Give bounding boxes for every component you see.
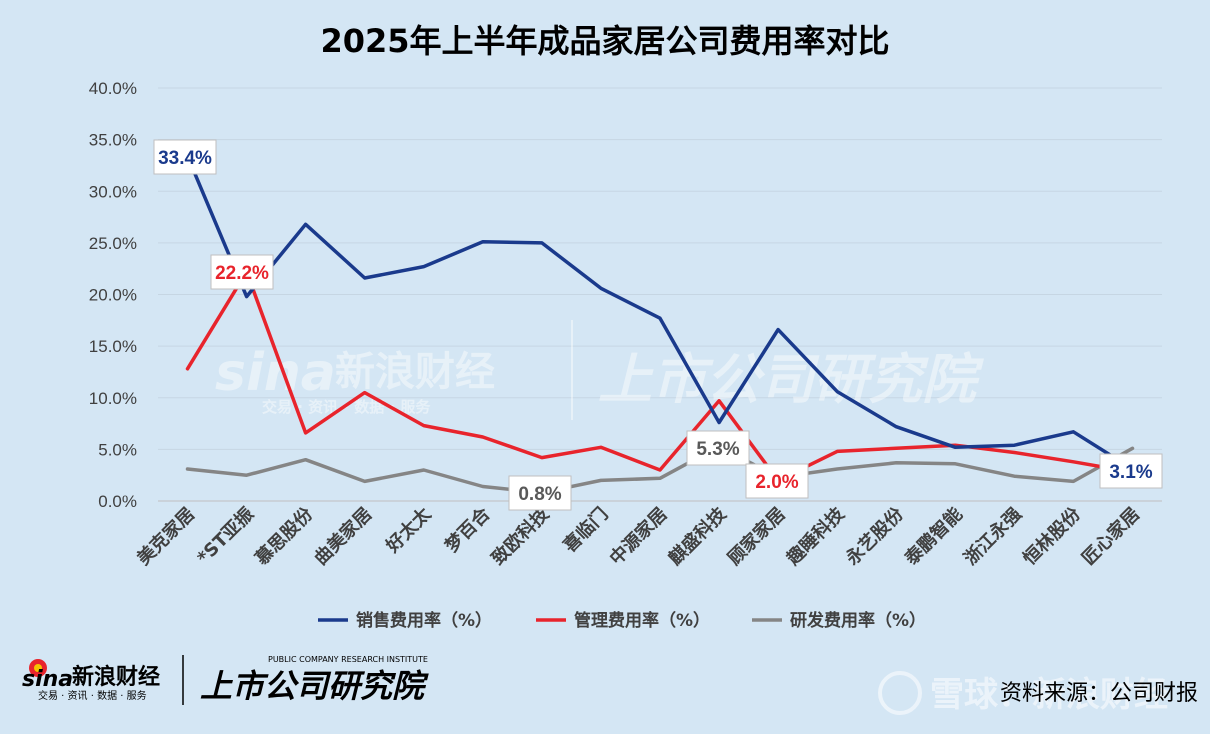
x-tick-label: 中源家居: [605, 503, 671, 569]
institute-name-text: 上市公司研究院: [598, 348, 984, 411]
center-watermark: sina 新浪财经 交易 · 资讯 · 数据 · 服务 上市公司研究院: [215, 320, 984, 420]
y-tick-label: 30.0%: [89, 182, 137, 201]
y-tick-label: 15.0%: [89, 337, 137, 356]
x-tick-label: 永艺股份: [841, 502, 909, 570]
data-label: 2.0%: [745, 463, 809, 499]
xueqiu-icon: [878, 671, 922, 715]
data-label-box: [1099, 453, 1163, 489]
x-tick-label: 顾家家居: [723, 503, 789, 569]
footer-institute-name: 上市公司研究院: [200, 667, 429, 705]
data-label: 33.4%: [153, 139, 217, 175]
x-tick-label: 泰鹏智能: [900, 503, 967, 570]
footer-sina-logo: sina: [22, 667, 73, 692]
x-tick-label: *ST亚振: [193, 503, 259, 569]
sina-services-text: 交易 · 资讯 · 数据 · 服务: [262, 398, 431, 416]
series-line-2: [185, 444, 1135, 495]
chart-title: 2025年上半年成品家居公司费用率对比: [320, 22, 889, 60]
series-line-0: [185, 154, 1135, 471]
y-axis-ticks: 0.0% 5.0% 10.0% 15.0% 20.0% 25.0% 30.0% 35.0% 40…: [89, 79, 137, 511]
data-label-text: 0.8%: [518, 484, 561, 505]
x-tick-label: 浙江永强: [959, 503, 1025, 569]
data-label-text: 22.2%: [215, 263, 269, 284]
footer-sina-services: 交易 · 资讯 · 数据 · 服务: [38, 689, 147, 702]
source-text: 资料来源：公司财报: [1000, 681, 1198, 706]
x-tick-label: 恒林股份: [1018, 502, 1085, 569]
data-label: 0.8%: [508, 475, 572, 511]
y-tick-label: 40.0%: [89, 79, 137, 98]
legend-label-2: 研发费用率（%）: [790, 610, 926, 631]
data-label: 5.3%: [686, 430, 750, 466]
data-label: 22.2%: [210, 254, 274, 290]
data-label-text: 2.0%: [755, 472, 798, 493]
x-tick-label: 致欧科技: [487, 502, 554, 569]
grid-lines: [158, 87, 1162, 502]
data-labels: 33.4% 22.2% 0.8% 5.3% 2.0% 3.1%: [153, 139, 1163, 511]
data-label-box: [210, 254, 274, 290]
data-label: 3.1%: [1099, 453, 1163, 489]
x-tick-label: 喜临门: [559, 503, 613, 557]
legend-label-0: 销售费用率（%）: [356, 610, 492, 631]
data-label-text: 5.3%: [696, 439, 739, 460]
legend: 销售费用率（%） 管理费用率（%） 研发费用率（%）: [318, 610, 926, 631]
y-tick-label: 35.0%: [89, 131, 137, 150]
xueqiu-text: 雪球：新浪财经: [930, 675, 1168, 715]
legend-label-1: 管理费用率（%）: [574, 610, 710, 631]
x-tick-label: 曲美家居: [310, 503, 376, 569]
x-tick-label: 匠心家居: [1078, 503, 1144, 569]
x-tick-label: 慕思股份: [251, 502, 318, 569]
y-tick-label: 25.0%: [89, 234, 137, 253]
data-label-box: [153, 139, 217, 175]
y-tick-label: 5.0%: [98, 440, 137, 459]
data-label-box: [686, 430, 750, 466]
sina-eye-pupil-icon: [34, 664, 42, 672]
y-tick-label: 20.0%: [89, 286, 137, 305]
sina-name-text: 新浪财经: [335, 349, 495, 395]
footer-sina-name: 新浪财经: [72, 664, 160, 690]
x-tick-label: 好太太: [381, 502, 436, 557]
data-label-box: [508, 475, 572, 511]
y-tick-label: 10.0%: [89, 389, 137, 408]
y-tick-label: 0.0%: [98, 492, 137, 511]
data-label-box: [745, 463, 809, 499]
data-label-text: 3.1%: [1109, 462, 1152, 483]
series-lines: [185, 154, 1135, 495]
x-tick-label: 梦百合: [441, 502, 495, 556]
x-tick-label: 麒盛科技: [664, 502, 731, 569]
x-tick-label: 美克家居: [133, 503, 199, 569]
footer-institute-en: PUBLIC COMPANY RESEARCH INSTITUTE: [268, 655, 428, 664]
footer-logo: sina 新浪财经 交易 · 资讯 · 数据 · 服务 PUBLIC COMPA…: [22, 655, 429, 705]
data-label-text: 33.4%: [158, 148, 212, 169]
x-tick-label: 趣睡科技: [782, 502, 850, 570]
xueqiu-watermark: 雪球：新浪财经: [878, 671, 1168, 715]
